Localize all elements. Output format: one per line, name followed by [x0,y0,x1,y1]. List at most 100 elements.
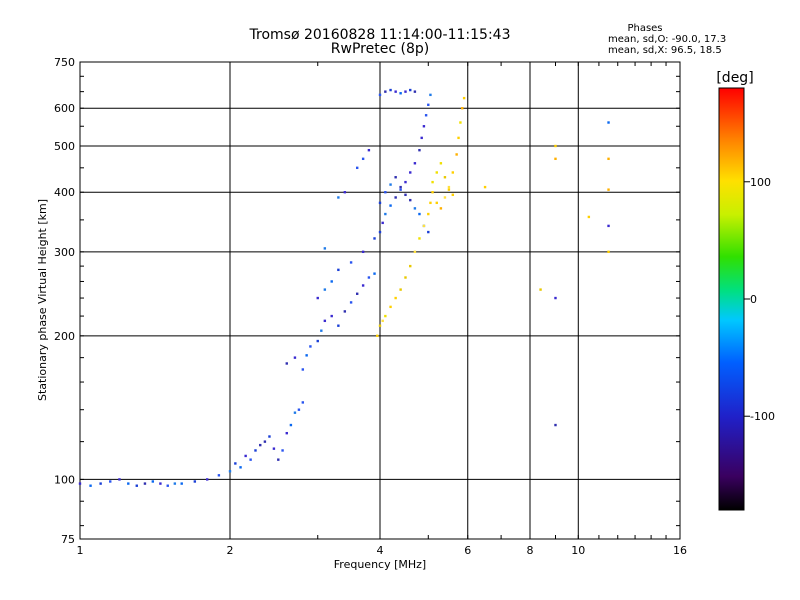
colorbar [718,87,745,511]
data-point-o [89,484,92,487]
data-point-o [343,310,347,313]
data-point-o [309,345,312,348]
data-point-o [99,482,102,485]
data-point-x [443,196,447,199]
data-point-o [316,339,319,343]
data-point-o [320,329,323,332]
data-point-x [607,250,610,254]
colorbar-label: [deg] [716,70,753,86]
data-point-o [399,188,402,191]
x-tick-label: 10 [571,544,585,557]
data-point-x [435,171,438,174]
data-point-o [239,466,242,469]
data-point-o [259,443,262,447]
data-point-o [330,314,333,318]
data-point-x [554,157,557,161]
data-point-x [447,188,451,191]
data-point-x [378,324,382,327]
data-point-o [337,196,340,199]
data-point-o [305,354,308,357]
chart-title: Tromsø 20160828 11:14:00-11:15:43 [249,27,511,43]
y-tick-label: 750 [54,56,75,69]
data-point-x [376,334,379,338]
data-point-o [297,408,301,411]
y-tick-label: 100 [54,473,75,486]
data-point-x [389,305,392,309]
data-point-x [461,107,464,110]
data-point-o [166,484,169,487]
data-point-o [427,103,430,107]
data-point-o [277,458,280,461]
data-point-x [381,319,384,323]
data-point-o [268,435,271,438]
data-point-o [373,272,376,275]
data-point-o [394,196,397,199]
data-point-o [254,449,257,452]
data-point-o [399,92,402,95]
data-point-o [418,148,421,152]
data-point-o [389,204,392,207]
data-point-x [483,185,487,189]
data-point-o [404,193,407,197]
y-tick-label: 75 [61,533,75,546]
data-point-o [389,88,392,92]
colorbar-tick-label: 0 [750,293,757,306]
data-point-o [272,447,276,450]
data-point-o [143,482,147,485]
legend-title: Phases [627,23,662,34]
data-point-o [367,276,371,279]
x-tick-label: 4 [377,544,384,557]
colorbar-tick-label: -100 [750,410,775,423]
data-point-x [431,191,434,194]
data-point-o [409,88,412,92]
data-point-o [180,482,183,485]
data-point-x [451,171,455,174]
data-point-o [554,423,557,427]
data-point-o [373,237,376,240]
grid-lines [79,61,681,539]
data-point-o [378,201,382,205]
data-point-o [151,480,155,483]
data-point-o [330,280,333,283]
data-point-o [384,212,387,216]
y-tick-labels: 75 100 200 300 400 500 600 750 [54,56,75,546]
data-point-o [424,114,428,117]
data-point-o [361,284,365,287]
data-point-o [337,268,340,272]
data-point-o [355,292,359,295]
y-tick-label: 200 [54,330,75,343]
data-point-o [413,207,417,210]
data-point-o [394,90,397,93]
data-point-o [337,324,340,327]
data-point-o [244,454,247,458]
colorbar-tick-labels: -100 0 100 [744,176,775,423]
data-point-x [447,185,451,189]
data-point-o [413,90,417,93]
data-point-o [378,230,382,234]
data-point-x [435,201,438,205]
data-point-o [293,356,297,359]
data-point-o [381,221,384,225]
y-tick-label: 300 [54,246,75,259]
data-point-x [427,212,430,216]
data-point-o [193,480,197,483]
colorbar-tick-label: 100 [750,176,771,189]
data-point-x [431,180,434,184]
data-point-o [361,157,365,161]
data-point-x [443,176,447,179]
data-point-o [394,176,397,179]
data-point-x [384,314,387,318]
data-point-o [301,368,305,371]
x-tick-label: 6 [464,544,471,557]
data-point-o [422,125,426,128]
data-point-o [378,93,382,97]
data-point-x [399,288,402,291]
data-point-o [418,212,421,216]
data-point-o [349,261,353,264]
data-point-o [554,296,557,300]
data-point-o [355,166,359,170]
data-point-x [457,136,460,140]
data-point-o [361,250,365,254]
data-point-o [127,482,130,485]
